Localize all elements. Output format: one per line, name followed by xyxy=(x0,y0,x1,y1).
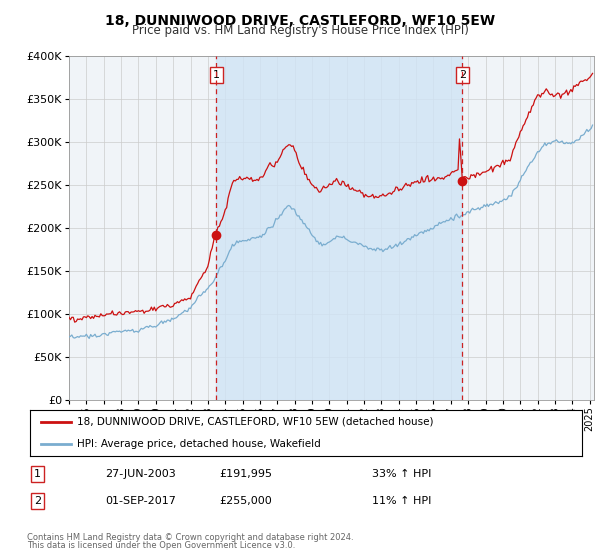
Text: 27-JUN-2003: 27-JUN-2003 xyxy=(105,469,176,479)
Text: 1: 1 xyxy=(213,70,220,80)
Text: 33% ↑ HPI: 33% ↑ HPI xyxy=(372,469,431,479)
Text: 18, DUNNIWOOD DRIVE, CASTLEFORD, WF10 5EW (detached house): 18, DUNNIWOOD DRIVE, CASTLEFORD, WF10 5E… xyxy=(77,417,433,427)
Text: 2: 2 xyxy=(459,70,466,80)
Bar xyxy=(216,56,463,400)
Text: HPI: Average price, detached house, Wakefield: HPI: Average price, detached house, Wake… xyxy=(77,438,320,449)
Text: £191,995: £191,995 xyxy=(220,469,272,479)
Text: 18, DUNNIWOOD DRIVE, CASTLEFORD, WF10 5EW: 18, DUNNIWOOD DRIVE, CASTLEFORD, WF10 5E… xyxy=(105,14,495,28)
Text: Contains HM Land Registry data © Crown copyright and database right 2024.: Contains HM Land Registry data © Crown c… xyxy=(27,533,353,542)
Text: £255,000: £255,000 xyxy=(220,496,272,506)
Text: 11% ↑ HPI: 11% ↑ HPI xyxy=(372,496,431,506)
Text: 01-SEP-2017: 01-SEP-2017 xyxy=(105,496,176,506)
Text: This data is licensed under the Open Government Licence v3.0.: This data is licensed under the Open Gov… xyxy=(27,541,295,550)
Text: Price paid vs. HM Land Registry's House Price Index (HPI): Price paid vs. HM Land Registry's House … xyxy=(131,24,469,36)
Text: 2: 2 xyxy=(34,496,41,506)
Text: 1: 1 xyxy=(34,469,41,479)
